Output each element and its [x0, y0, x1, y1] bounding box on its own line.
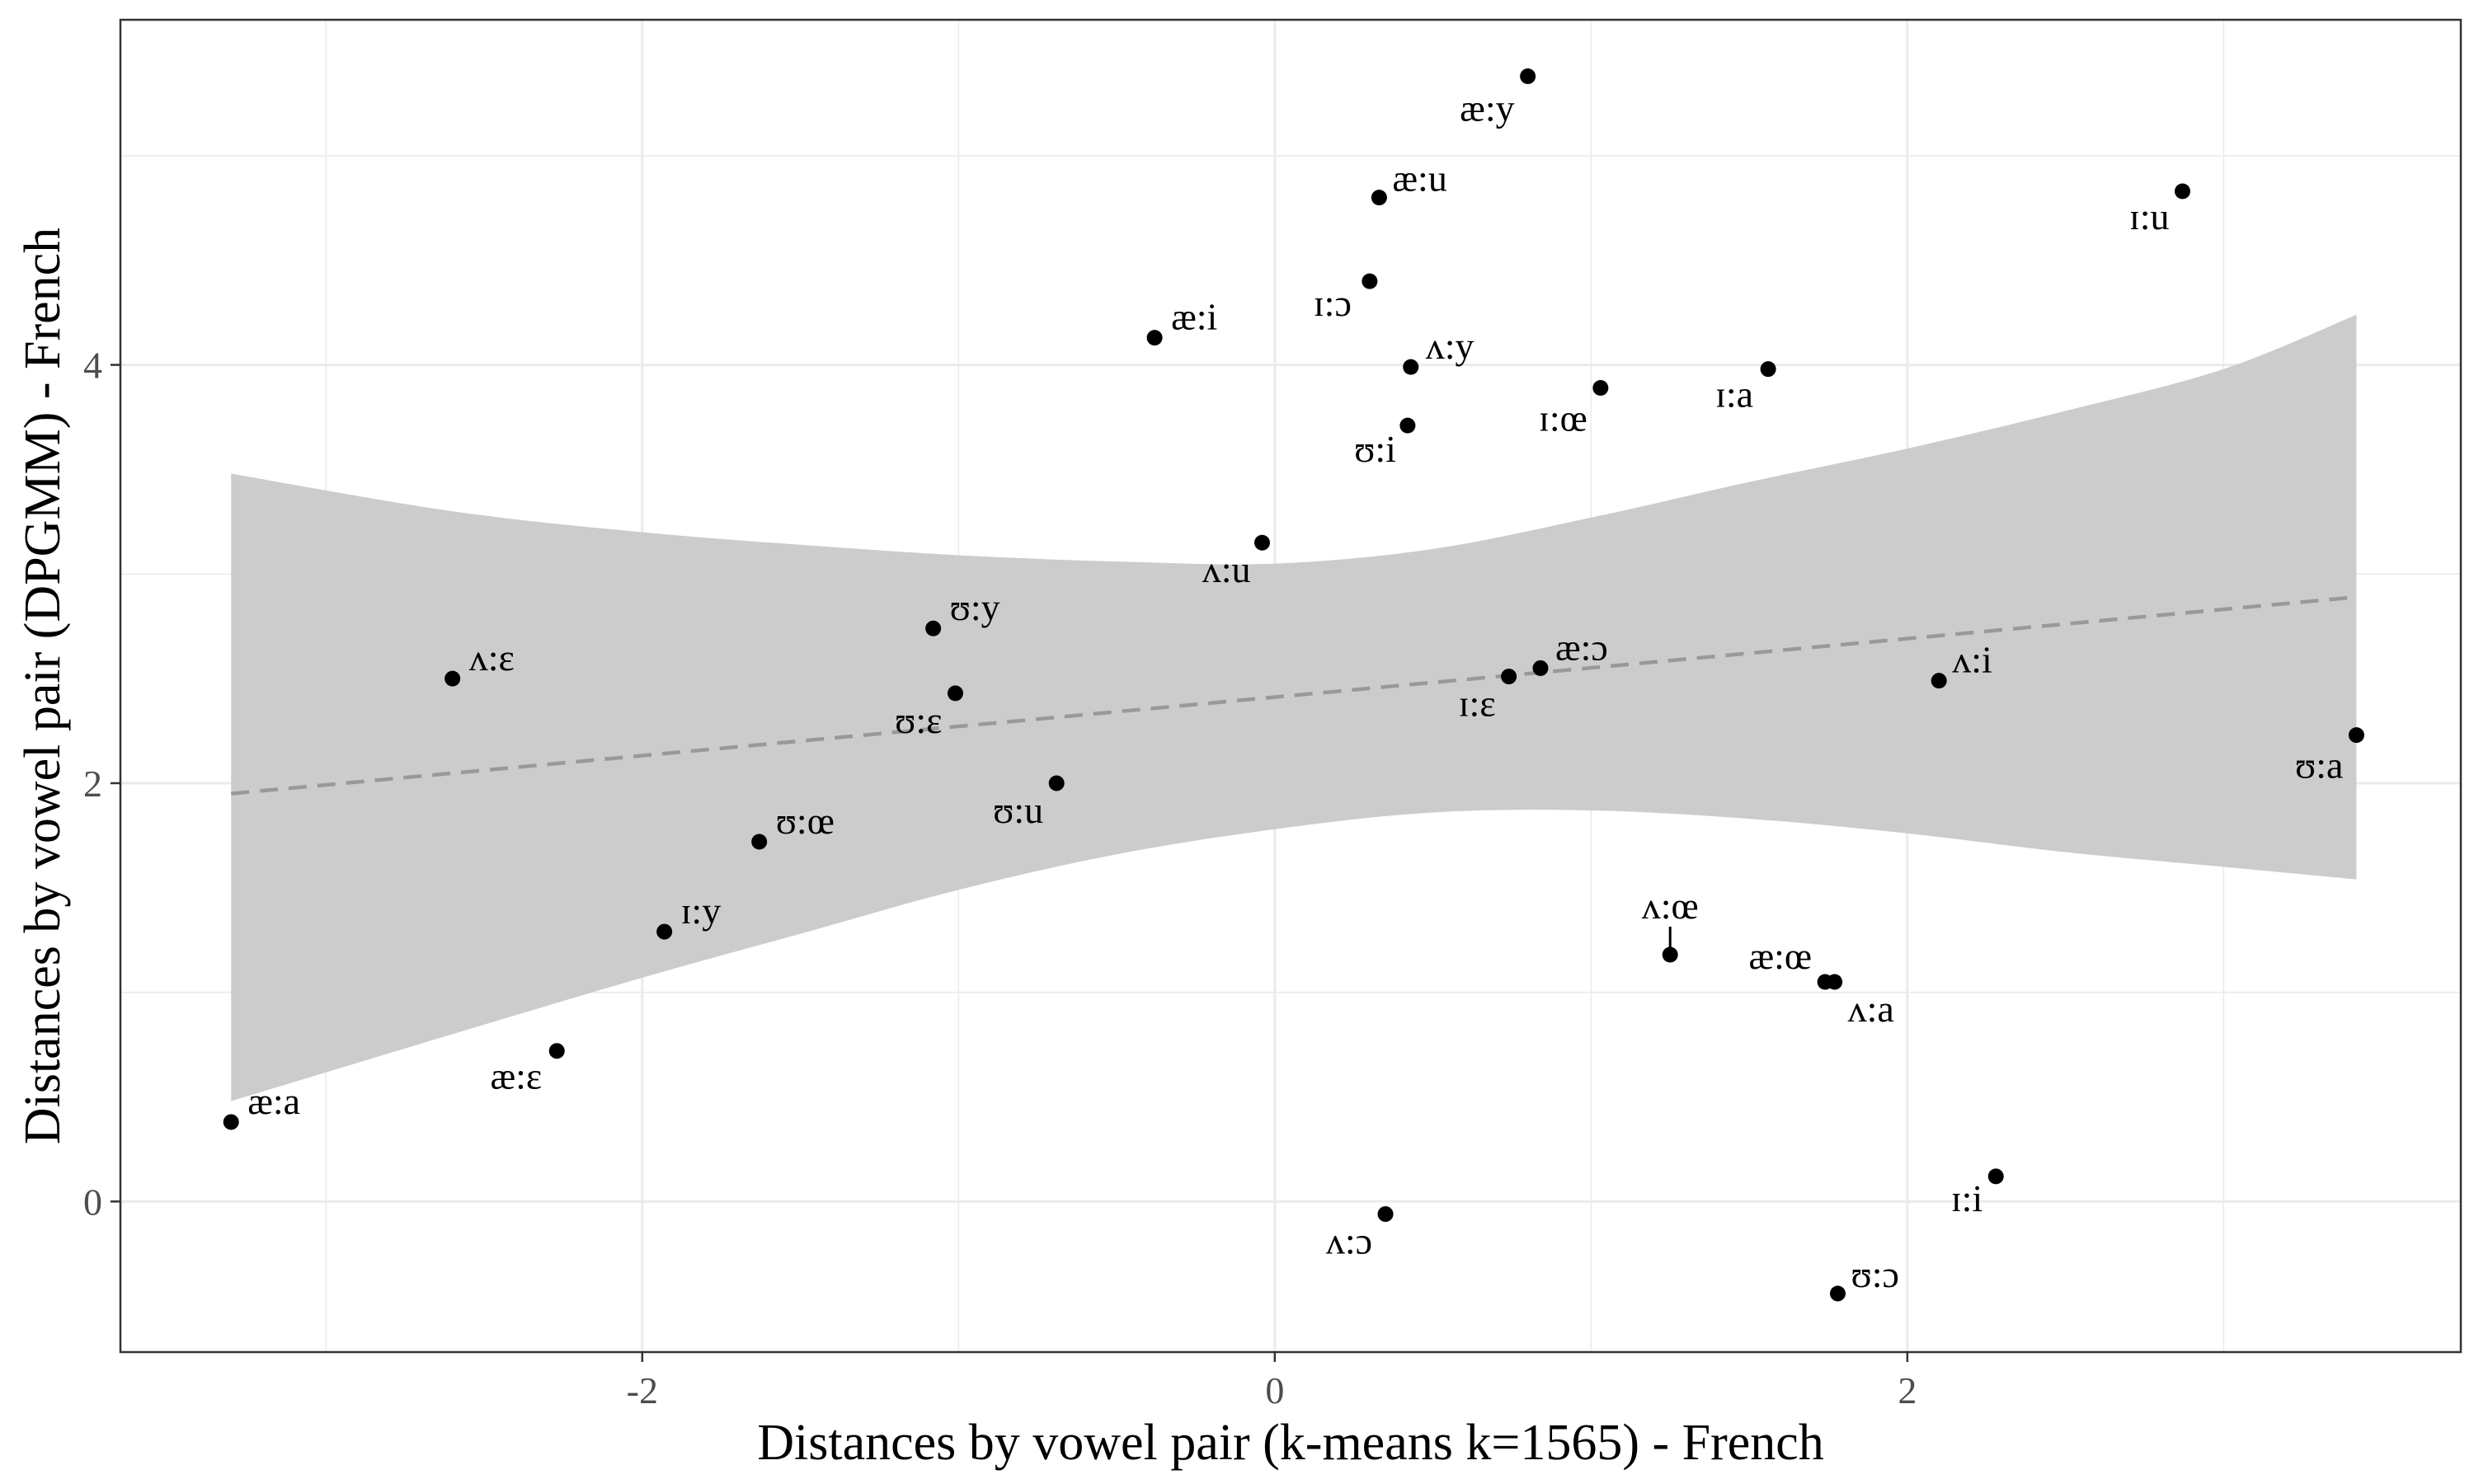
- data-label: æ:i: [1171, 296, 1217, 338]
- data-label: ʊ:i: [1354, 428, 1396, 470]
- data-point: [1362, 273, 1378, 289]
- data-point: [1520, 68, 1536, 84]
- data-label: æ:œ: [1748, 935, 1812, 977]
- data-label: æ:ɔ: [1555, 626, 1608, 668]
- data-points-layer: [223, 68, 2364, 1302]
- confidence-band: [231, 314, 2357, 1101]
- x-tick-label: 2: [1898, 1369, 1917, 1411]
- data-label: ʊ:ɔ: [1851, 1253, 1898, 1295]
- data-point: [1987, 1168, 2004, 1185]
- data-point: [1662, 946, 1678, 963]
- data-point: [2348, 727, 2364, 744]
- data-point: [1399, 417, 1416, 434]
- data-point: [1827, 974, 1843, 990]
- data-point: [444, 670, 461, 687]
- data-label: æ:y: [1460, 87, 1514, 129]
- data-point: [947, 685, 963, 702]
- confidence-band-layer: [231, 314, 2357, 1101]
- data-label: æ:u: [1392, 157, 1446, 200]
- data-label: ɪ:ɔ: [1314, 282, 1352, 324]
- data-label: ʊ:a: [2295, 744, 2343, 787]
- data-label: ʌ:u: [1202, 548, 1251, 590]
- x-axis-ticks: -2 0 2: [627, 1352, 1917, 1411]
- y-axis-title: Distances by vowel pair (DPGMM) - French: [15, 228, 71, 1144]
- data-label: ɪ:œ: [1539, 397, 1587, 439]
- data-label: ʌ:ɔ: [1326, 1220, 1372, 1262]
- data-point: [1048, 775, 1065, 791]
- data-label: ʊ:ɛ: [895, 699, 942, 741]
- data-label: æ:a: [247, 1080, 300, 1122]
- data-label: ʌ:ɛ: [469, 636, 515, 679]
- plot-panel-border: [119, 18, 2462, 1354]
- x-tick-label: 0: [1265, 1369, 1284, 1411]
- data-label: ʌ:œ: [1642, 885, 1699, 927]
- data-label: ʊ:œ: [776, 800, 835, 842]
- data-label: ʌ:a: [1848, 988, 1894, 1030]
- x-tick-label: -2: [627, 1369, 658, 1411]
- data-point: [751, 834, 768, 850]
- data-point: [1532, 660, 1549, 676]
- data-label: ʌ:i: [1952, 639, 1992, 681]
- data-point: [925, 620, 942, 636]
- data-point: [1377, 1206, 1394, 1223]
- x-axis-title: Distances by vowel pair (k-means k=1565)…: [757, 1415, 1824, 1471]
- data-point: [548, 1043, 565, 1059]
- data-point: [1253, 534, 1270, 551]
- data-point: [1403, 359, 1419, 375]
- data-label: ʊ:u: [993, 789, 1043, 831]
- data-point: [656, 923, 673, 940]
- trend-line-layer: [231, 594, 2357, 796]
- data-label: ɪ:i: [1951, 1177, 1982, 1219]
- data-point: [1829, 1285, 1846, 1302]
- data-point: [1371, 190, 1387, 206]
- data-point: [1931, 673, 1947, 689]
- y-tick-label: 4: [83, 345, 102, 387]
- data-label: ʌ:y: [1426, 325, 1475, 367]
- data-label: ɪ:a: [1715, 373, 1753, 416]
- data-point: [1146, 330, 1163, 346]
- y-axis-ticks: 0 2 4: [83, 345, 120, 1223]
- data-label: ɪ:y: [681, 890, 722, 932]
- y-tick-label: 0: [83, 1181, 102, 1223]
- regression-trend-line: [231, 594, 2357, 796]
- data-label: æ:ɛ: [490, 1055, 542, 1097]
- data-point: [1760, 361, 1776, 378]
- data-point: [1592, 379, 1609, 396]
- data-point: [2175, 183, 2191, 200]
- data-label: ɪ:u: [2129, 195, 2170, 237]
- data-point: [1501, 669, 1517, 685]
- point-labels-layer: æ:a æ:ɛ ʌ:ɛ ɪ:y ʊ:œ ʊ:y ʊ:ɛ ʊ:u æ:i ʌ:u ɪ:ɔ æ:u ʌ:y ʊ…: [247, 87, 2343, 1294]
- y-tick-label: 2: [83, 763, 102, 805]
- data-label: ʊ:y: [950, 586, 1000, 628]
- data-label: ɪ:ɛ: [1459, 683, 1496, 725]
- data-point: [223, 1114, 239, 1130]
